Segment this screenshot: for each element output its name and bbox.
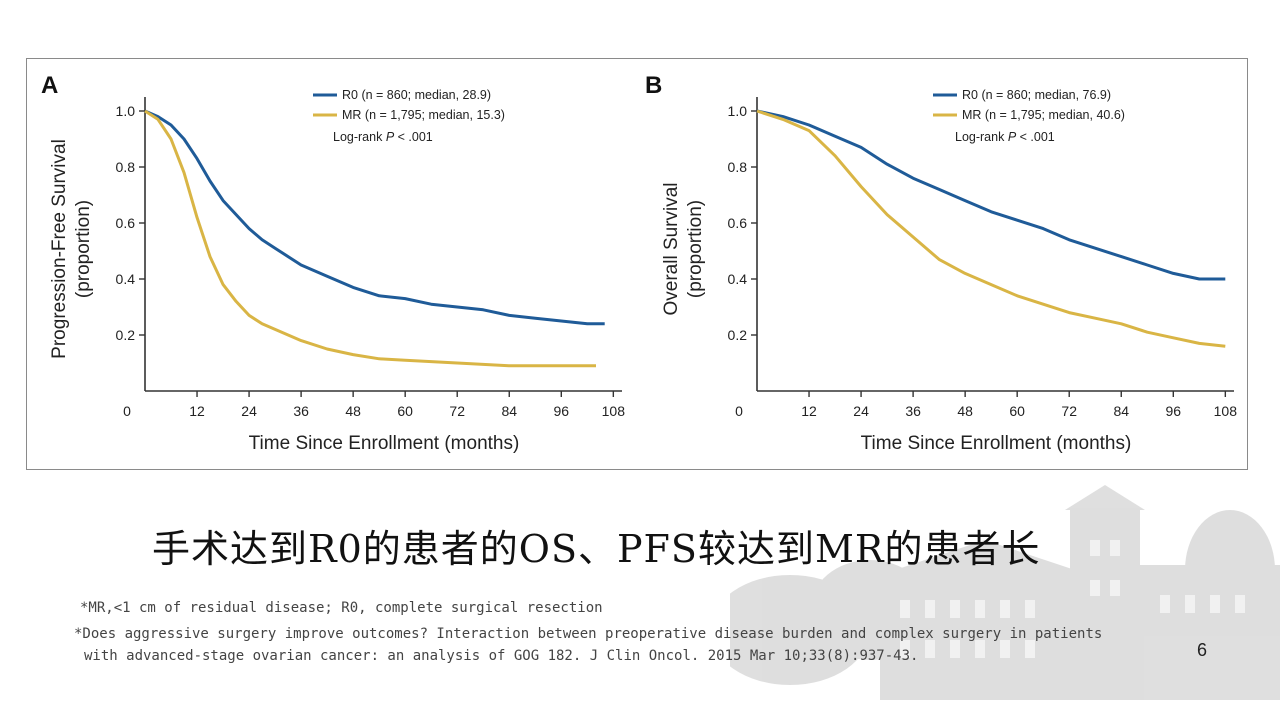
panel-b-y-tick-label: 1.0 [728, 103, 748, 119]
panel-a-y-tick-label: 0.6 [116, 215, 136, 231]
panel-b-legend: R0 (n = 860; median, 76.9) MR (n = 1,795… [933, 88, 1125, 144]
legend-entry-r0: R0 (n = 860; median, 76.9) [962, 88, 1111, 102]
panel-b-curves [756, 109, 1226, 348]
panel-b-curve-mr [756, 109, 1226, 348]
panel-a-legend: R0 (n = 860; median, 28.9) MR (n = 1,795… [313, 88, 505, 144]
km-figure: A Progression-Free Survival (proportion)… [41, 72, 1237, 454]
footnote-citation: *Does aggressive surgery improve outcome… [74, 626, 1103, 642]
panel-b-ylabel: Overall Survival [661, 182, 682, 315]
panel-a-y-ticks: 0.2 0.4 0.6 0.8 1.0 [116, 103, 145, 343]
panel-a-x-tick-label: 36 [293, 403, 309, 419]
panel-a-y-tick-label: 0.2 [116, 327, 136, 343]
panel-b-xlabel: Time Since Enrollment (months) [861, 433, 1132, 454]
panel-b-x-tick-label: 12 [801, 403, 817, 419]
panel-b-x-tick-label: 48 [957, 403, 973, 419]
panel-a-x-tick-label: 60 [397, 403, 413, 419]
panel-b-x-tick-label: 0 [735, 403, 743, 419]
footnote-abbreviations: *MR,<1 cm of residual disease; R0, compl… [80, 600, 603, 616]
panel-a-x-tick-label: 0 [123, 403, 131, 419]
panel-a-y-tick-label: 1.0 [116, 103, 136, 119]
logrank-suffix: < .001 [1016, 130, 1055, 144]
logrank-p: P [1008, 130, 1017, 144]
panel-b-x-tick-label: 36 [905, 403, 921, 419]
legend-entry-mr: MR (n = 1,795; median, 40.6) [962, 108, 1125, 122]
panel-a-chart: A Progression-Free Survival (proportion)… [41, 72, 625, 454]
panel-b-y-tick-label: 0.6 [728, 215, 748, 231]
panel-b-x-tick-label: 60 [1009, 403, 1025, 419]
panel-a-x-tick-label: 72 [449, 403, 465, 419]
panel-a-ylabel-sub: (proportion) [73, 200, 94, 298]
panel-a-curve-mr [144, 109, 596, 368]
panel-b-chart: B Overall Survival (proportion) 0.20.40.… [645, 72, 1237, 454]
panel-a-y-tick-label: 0.4 [116, 271, 136, 287]
panel-b-x-ticks: 0 12 24 36 48 60 72 84 96 108 [735, 391, 1237, 419]
panel-a-curves [144, 109, 605, 368]
logrank-suffix: < .001 [394, 130, 433, 144]
panel-a-x-tick-label: 108 [602, 403, 626, 419]
logrank-p: P [386, 130, 395, 144]
panel-b-x-tick-label: 108 [1214, 403, 1238, 419]
legend-entry-mr: MR (n = 1,795; median, 15.3) [342, 108, 505, 122]
logrank-prefix: Log-rank [955, 130, 1008, 144]
panel-a-curve-r0 [144, 109, 605, 326]
panel-b-x-tick-label: 96 [1166, 403, 1182, 419]
panel-a-y-tick-label: 0.8 [116, 159, 136, 175]
panel-b-y-tick-label: 0.8 [728, 159, 748, 175]
panel-a-x-tick-label: 84 [501, 403, 517, 419]
panel-b-label: B [645, 72, 662, 99]
panel-b-x-tick-label: 72 [1061, 403, 1077, 419]
building-watermark [730, 485, 1280, 700]
panel-a-ylabel: Progression-Free Survival [49, 139, 70, 359]
logrank-prefix: Log-rank [333, 130, 386, 144]
panel-b-y-tick-label: 0.4 [728, 271, 748, 287]
legend-entry-r0: R0 (n = 860; median, 28.9) [342, 88, 491, 102]
panel-a-xlabel: Time Since Enrollment (months) [249, 433, 520, 454]
panel-b-x-tick-label: 24 [853, 403, 869, 419]
figure-frame: A Progression-Free Survival (proportion)… [26, 58, 1248, 470]
panel-a-x-tick-label: 12 [189, 403, 205, 419]
panel-b-ylabel-sub: (proportion) [685, 200, 706, 298]
panel-a-x-tick-label: 24 [241, 403, 257, 419]
logrank-note: Log-rank P < .001 [333, 130, 433, 144]
panel-b-y-ticks: 0.2 0.4 0.6 0.8 1.0 [728, 103, 757, 343]
panel-b-y-tick-label: 0.2 [728, 327, 748, 343]
footnote-citation-cont: with advanced-stage ovarian cancer: an a… [84, 648, 919, 664]
panel-b-x-tick-label: 84 [1113, 403, 1129, 419]
logrank-note: Log-rank P < .001 [955, 130, 1055, 144]
panel-a-x-tick-label: 96 [554, 403, 570, 419]
panel-a-x-ticks: 0 12 24 36 48 60 72 84 96 108 [123, 391, 625, 419]
conclusion-text: 手术达到R0的患者的OS、PFS较达到MR的患者长 [152, 527, 1041, 571]
panel-a-x-tick-label: 48 [345, 403, 361, 419]
panel-b-curve-r0 [756, 109, 1226, 281]
page-number: 6 [1197, 640, 1208, 660]
panel-a-label: A [41, 72, 58, 99]
